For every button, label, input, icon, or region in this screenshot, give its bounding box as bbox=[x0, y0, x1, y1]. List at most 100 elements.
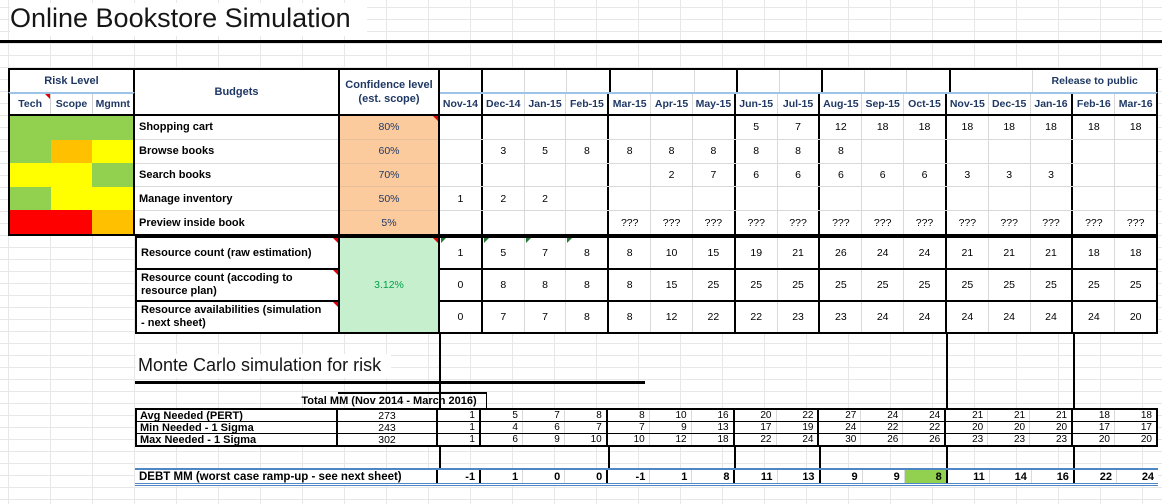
mc-value-cell[interactable]: 8 bbox=[565, 410, 608, 421]
feature-value-cell[interactable] bbox=[1115, 187, 1156, 210]
feature-value-cell[interactable] bbox=[989, 187, 1031, 211]
feature-value-cell[interactable]: ??? bbox=[1031, 211, 1074, 234]
resource-value-cell[interactable]: 8 bbox=[609, 238, 652, 268]
feature-value-cell[interactable]: 18 bbox=[947, 116, 989, 139]
resource-value-cell[interactable]: 25 bbox=[693, 270, 736, 300]
feature-value-cell[interactable] bbox=[609, 116, 652, 139]
feature-value-cell[interactable] bbox=[1031, 187, 1074, 211]
resource-value-cell[interactable]: 19 bbox=[736, 238, 778, 268]
month-header[interactable]: Feb-15 bbox=[566, 94, 610, 114]
feature-value-cell[interactable] bbox=[862, 187, 905, 211]
resource-value-cell[interactable]: 8 bbox=[609, 270, 652, 300]
resource-value-cell[interactable]: 21 bbox=[778, 238, 821, 268]
resource-value-cell[interactable]: 25 bbox=[947, 270, 989, 300]
feature-value-cell[interactable] bbox=[1073, 163, 1116, 187]
risk-cell-tech[interactable] bbox=[10, 139, 51, 164]
risk-column-header[interactable]: Scope bbox=[51, 94, 93, 114]
risk-cell-scope[interactable] bbox=[51, 163, 92, 187]
mc-row-label[interactable]: Max Needed - 1 Sigma bbox=[137, 434, 338, 446]
feature-value-cell[interactable] bbox=[651, 116, 693, 139]
resource-row-label[interactable]: Resource availabilities (simulation - ne… bbox=[137, 302, 338, 332]
mc-value-cell[interactable]: 20 bbox=[1030, 422, 1074, 433]
mc-value-cell[interactable]: 23 bbox=[946, 434, 989, 445]
mc-value-cell[interactable]: 20 bbox=[735, 410, 777, 421]
month-header[interactable]: Mar-15 bbox=[609, 94, 652, 114]
mc-value-cell[interactable]: 7 bbox=[608, 422, 650, 433]
mc-value-cell[interactable]: 18 bbox=[692, 434, 735, 445]
resource-confidence-cell[interactable]: 3.12% bbox=[340, 236, 440, 334]
mc-value-cell[interactable]: 21 bbox=[946, 410, 989, 421]
debt-value-cell[interactable]: 24 bbox=[1141, 470, 1155, 483]
resource-value-cell[interactable]: 0 bbox=[440, 270, 483, 300]
debt-value-cell[interactable]: 9 bbox=[863, 470, 905, 483]
resource-value-cell[interactable]: 18 bbox=[1129, 247, 1142, 259]
resource-value-cell[interactable]: 23 bbox=[778, 302, 821, 332]
debt-value-cell[interactable]: 0 bbox=[523, 470, 566, 483]
resource-value-cell[interactable]: 8 bbox=[566, 270, 610, 300]
feature-value-cell[interactable] bbox=[440, 163, 483, 187]
debt-value-cell[interactable]: 11 bbox=[948, 470, 990, 483]
feature-value-cell[interactable]: 1 bbox=[440, 187, 483, 211]
resource-value-cell[interactable]: 24 bbox=[1031, 302, 1074, 332]
month-header[interactable]: Jan-16 bbox=[1031, 94, 1074, 114]
month-header[interactable]: Jul-15 bbox=[778, 94, 821, 114]
resource-value-cell[interactable]: 25 bbox=[862, 270, 905, 300]
feature-value-cell[interactable] bbox=[1073, 139, 1116, 163]
feature-value-cell[interactable]: 5 bbox=[525, 139, 567, 163]
resource-value-cell[interactable]: 18 bbox=[1073, 238, 1116, 268]
resource-value-cell[interactable]: 26 bbox=[820, 238, 863, 268]
mc-row-label[interactable]: Min Needed - 1 Sigma bbox=[137, 422, 338, 434]
resource-value-cell[interactable]: 8 bbox=[566, 302, 610, 332]
mc-value-cell[interactable]: 7 bbox=[565, 422, 608, 433]
feature-value-cell[interactable] bbox=[1115, 140, 1156, 163]
feature-value-cell[interactable]: 8 bbox=[820, 139, 863, 163]
feature-value-cell[interactable]: 3 bbox=[947, 163, 989, 187]
mc-value-cell[interactable]: 1 bbox=[438, 422, 481, 433]
resource-value-cell[interactable]: 8 bbox=[566, 238, 610, 268]
resource-value-cell[interactable]: 7 bbox=[525, 302, 567, 332]
feature-value-cell[interactable] bbox=[1031, 139, 1074, 163]
resource-value-cell[interactable]: 15 bbox=[693, 238, 736, 268]
debt-value-cell[interactable]: 1 bbox=[481, 470, 524, 483]
resource-value-cell[interactable]: 25 bbox=[820, 270, 863, 300]
feature-value-cell[interactable]: ??? bbox=[904, 211, 947, 234]
feature-value-cell[interactable]: 7 bbox=[693, 163, 736, 187]
resource-value-cell[interactable]: 21 bbox=[947, 238, 989, 268]
feature-value-cell[interactable] bbox=[947, 187, 989, 211]
mc-value-cell[interactable]: 12 bbox=[650, 434, 692, 445]
feature-value-cell[interactable]: 6 bbox=[736, 163, 778, 187]
month-header[interactable]: Apr-15 bbox=[651, 94, 693, 114]
feature-value-cell[interactable] bbox=[525, 163, 567, 187]
confidence-cell[interactable]: 60% bbox=[340, 139, 438, 164]
mc-row-total[interactable]: 273 bbox=[338, 410, 438, 422]
feature-value-cell[interactable]: 7 bbox=[778, 116, 821, 139]
feature-value-cell[interactable] bbox=[440, 116, 483, 139]
feature-value-cell[interactable]: 8 bbox=[566, 139, 610, 163]
mc-value-cell[interactable]: 6 bbox=[481, 434, 523, 445]
debt-value-cell[interactable]: -1 bbox=[608, 470, 651, 483]
feature-value-cell[interactable] bbox=[778, 187, 821, 211]
feature-value-cell[interactable]: ??? bbox=[609, 211, 652, 234]
confidence-cell[interactable]: 70% bbox=[340, 163, 438, 188]
feature-value-cell[interactable]: ??? bbox=[693, 211, 736, 234]
mc-value-cell[interactable]: 9 bbox=[523, 434, 565, 445]
risk-cell-tech[interactable] bbox=[10, 163, 51, 187]
mc-value-cell[interactable]: 20 bbox=[946, 422, 989, 433]
mc-value-cell[interactable]: 22 bbox=[861, 422, 904, 433]
risk-cell-scope[interactable] bbox=[51, 186, 92, 211]
feature-value-cell[interactable] bbox=[440, 211, 483, 234]
feature-value-cell[interactable]: 18 bbox=[1031, 116, 1074, 139]
mc-value-cell[interactable]: 22 bbox=[735, 434, 777, 445]
mc-value-cell[interactable]: 18 bbox=[1140, 410, 1152, 421]
mc-value-cell[interactable]: 17 bbox=[1073, 422, 1115, 433]
debt-label[interactable]: DEBT MM (worst case ramp-up - see next s… bbox=[135, 470, 438, 483]
risk-cell-tech[interactable] bbox=[10, 186, 51, 211]
feature-value-cell[interactable]: 5 bbox=[736, 116, 778, 139]
risk-cell-scope[interactable] bbox=[51, 116, 92, 140]
feature-value-cell[interactable] bbox=[483, 116, 525, 139]
debt-value-cell[interactable]: 16 bbox=[1032, 470, 1075, 483]
feature-value-cell[interactable] bbox=[989, 139, 1031, 163]
mc-row-total[interactable]: 243 bbox=[338, 422, 438, 434]
mc-value-cell[interactable]: 24 bbox=[777, 434, 820, 445]
mc-value-cell[interactable]: 19 bbox=[777, 422, 820, 433]
